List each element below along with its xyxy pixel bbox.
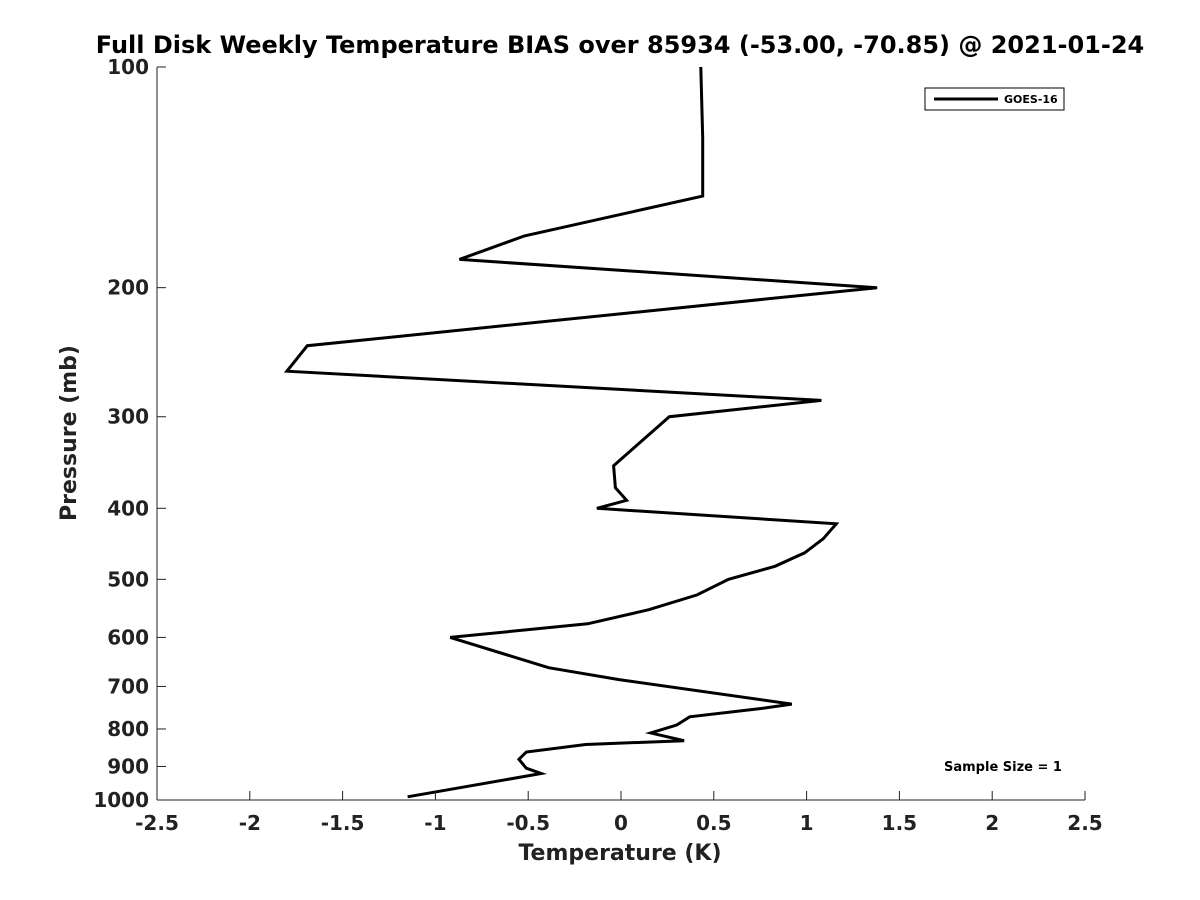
x-tick-label: 2.5 [1067,811,1102,835]
series-line-0 [283,66,878,799]
plot-area [157,67,1085,800]
y-tick-label: 800 [107,717,149,741]
y-tick-labels: 100 200 300 400 500 600 700 800 900 1000 [93,55,149,812]
x-tick-label: -0.5 [506,811,550,835]
x-tick-label: 1.5 [882,811,917,835]
plot-background [157,67,1085,800]
y-axis-label: Pressure (mb) [57,345,82,521]
y-tick-label: 1000 [93,788,149,812]
x-tick-label: -2.5 [135,811,179,835]
y-tick-label: 100 [107,55,149,79]
chart-title: Full Disk Weekly Temperature BIAS over 8… [96,31,1144,59]
x-tick-label: 1 [800,811,814,835]
x-tick-label: 0 [614,811,628,835]
x-axis-label: Temperature (K) [518,841,721,866]
axes-layer [156,66,1086,801]
x-tick-label: -2 [239,811,261,835]
legend-entry-goes-16: GOES-16 [1004,93,1058,106]
y-tick-label: 700 [107,674,149,698]
legend: GOES-16 [924,87,1065,111]
series-layer [283,66,878,799]
y-tick-label: 400 [107,496,149,520]
y-tick-label: 500 [107,567,149,591]
y-tick-label: 600 [107,625,149,649]
x-tick-label: 0.5 [696,811,731,835]
y-tick-label: 300 [107,405,149,429]
x-tick-label: -1.5 [321,811,365,835]
y-tick-label: 200 [107,276,149,300]
x-tick-label: 2 [985,811,999,835]
x-tick-label: -1 [424,811,446,835]
y-tick-label: 900 [107,754,149,778]
sample-size-annotation: Sample Size = 1 [944,760,1062,775]
x-tick-labels: -2.5 -2 -1.5 -1 -0.5 0 0.5 1 1.5 2 2.5 [135,811,1103,835]
